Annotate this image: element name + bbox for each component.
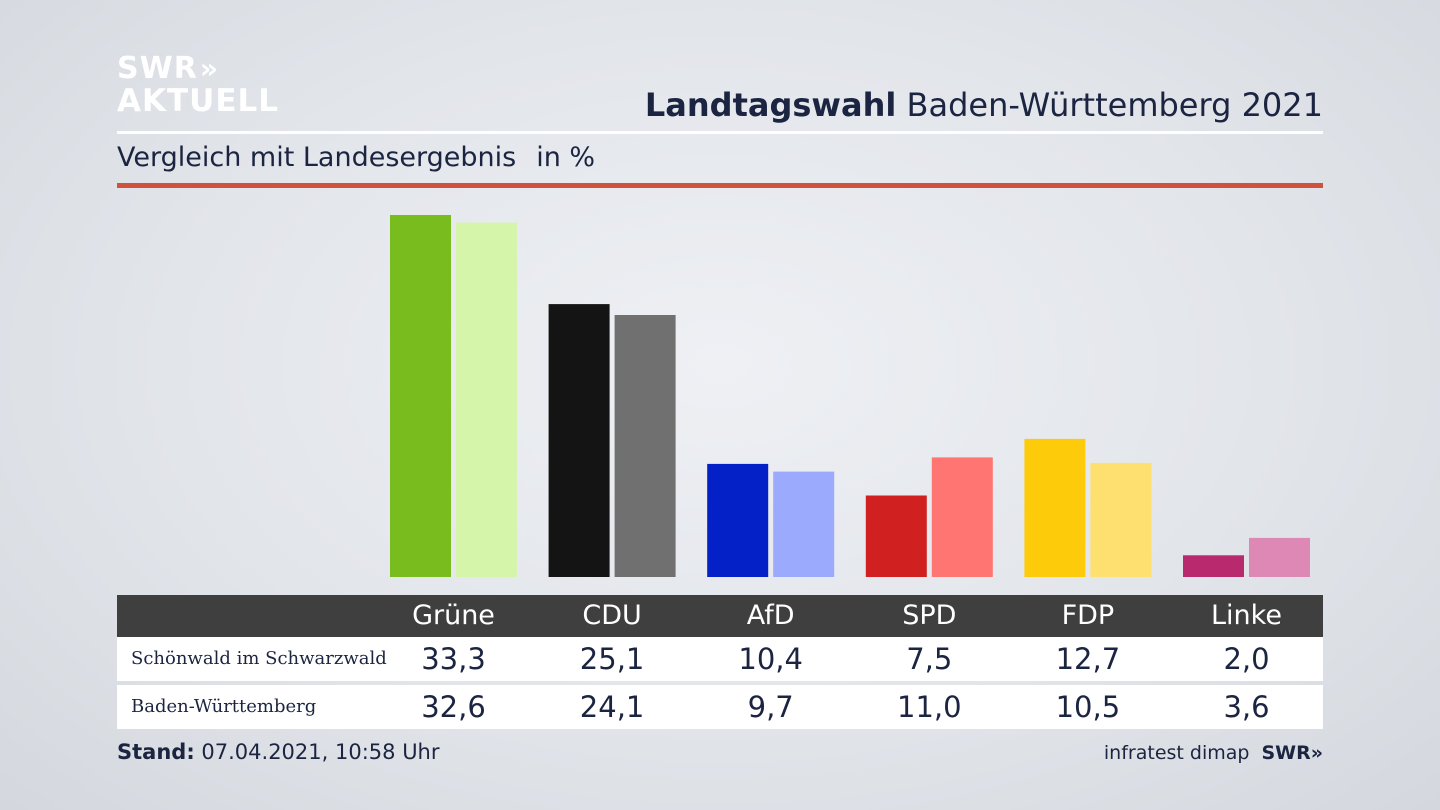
value-cell: 3,6 xyxy=(1223,690,1270,724)
swr-logo-small: SWR» xyxy=(1261,742,1323,764)
value-cell: 32,6 xyxy=(421,690,486,724)
bar-state-2 xyxy=(773,471,835,577)
table-row: Schönwald im Schwarzwald 33,3 25,1 10,4 7,5… xyxy=(117,637,1323,681)
value-cell: 7,5 xyxy=(906,642,953,676)
source-text: infratest dimap xyxy=(1103,742,1250,764)
table-row: Baden-Württemberg 32,6 24,1 9,7 11,0 10,5 3,6 xyxy=(117,685,1323,729)
value-cell: 10,4 xyxy=(738,642,803,676)
chart-subtitle: Vergleich mit Landesergebnis in % xyxy=(117,142,595,173)
title-bold: Landtagswahl xyxy=(644,86,897,124)
party-header: Grüne xyxy=(412,600,495,631)
bar-chart xyxy=(390,215,1310,577)
bar-state-3 xyxy=(931,457,993,577)
header-divider xyxy=(117,131,1323,134)
party-header: FDP xyxy=(1061,600,1115,631)
swr-aktuell-logo: SWR» AKTUELL xyxy=(117,54,279,117)
value-cell: 33,3 xyxy=(421,642,486,676)
bar-state-0 xyxy=(456,222,517,577)
timestamp: Stand: 07.04.2021, 10:58 Uhr xyxy=(117,740,440,764)
logo-swr: SWR xyxy=(117,51,198,86)
logo-aktuell: AKTUELL xyxy=(117,83,280,119)
timestamp-value: 07.04.2021, 10:58 Uhr xyxy=(201,740,440,764)
value-cell: 24,1 xyxy=(579,690,645,724)
subtitle-unit: in % xyxy=(536,142,596,173)
bar-state-1 xyxy=(614,315,676,577)
accent-divider xyxy=(117,183,1323,188)
subtitle-text: Vergleich mit Landesergebnis xyxy=(117,142,517,173)
value-cell: 25,1 xyxy=(579,642,645,676)
bar-local-5 xyxy=(1183,555,1244,577)
row-label: Schönwald im Schwarzwald xyxy=(131,648,387,669)
source-credit: infratest dimap SWR» xyxy=(1104,742,1323,764)
row-label: Baden-Württemberg xyxy=(131,696,317,717)
results-table: Grüne CDU AfD SPD FDP Linke Schönwald im Schw… xyxy=(117,595,1323,729)
party-header: CDU xyxy=(582,600,642,631)
party-header: AfD xyxy=(746,600,795,631)
value-cell: 10,5 xyxy=(1055,690,1121,724)
value-cell: 11,0 xyxy=(897,690,962,724)
bar-local-3 xyxy=(865,495,927,577)
page-title: Landtagswahl Baden-Württemberg 2021 xyxy=(645,86,1323,124)
bar-local-1 xyxy=(548,304,610,577)
value-cell: 2,0 xyxy=(1223,642,1270,676)
table-header: Grüne CDU AfD SPD FDP Linke xyxy=(117,595,1323,637)
value-cell: 12,7 xyxy=(1055,642,1121,676)
timestamp-label: Stand: xyxy=(117,740,195,764)
bar-local-0 xyxy=(390,215,451,577)
bar-state-4 xyxy=(1090,462,1152,577)
title-rest: Baden-Württemberg 2021 xyxy=(896,86,1324,124)
bar-state-5 xyxy=(1249,537,1310,577)
party-header: Linke xyxy=(1211,600,1282,631)
bar-local-4 xyxy=(1024,438,1086,577)
bar-local-2 xyxy=(707,463,769,577)
party-header: SPD xyxy=(902,600,957,631)
value-cell: 9,7 xyxy=(747,690,794,724)
